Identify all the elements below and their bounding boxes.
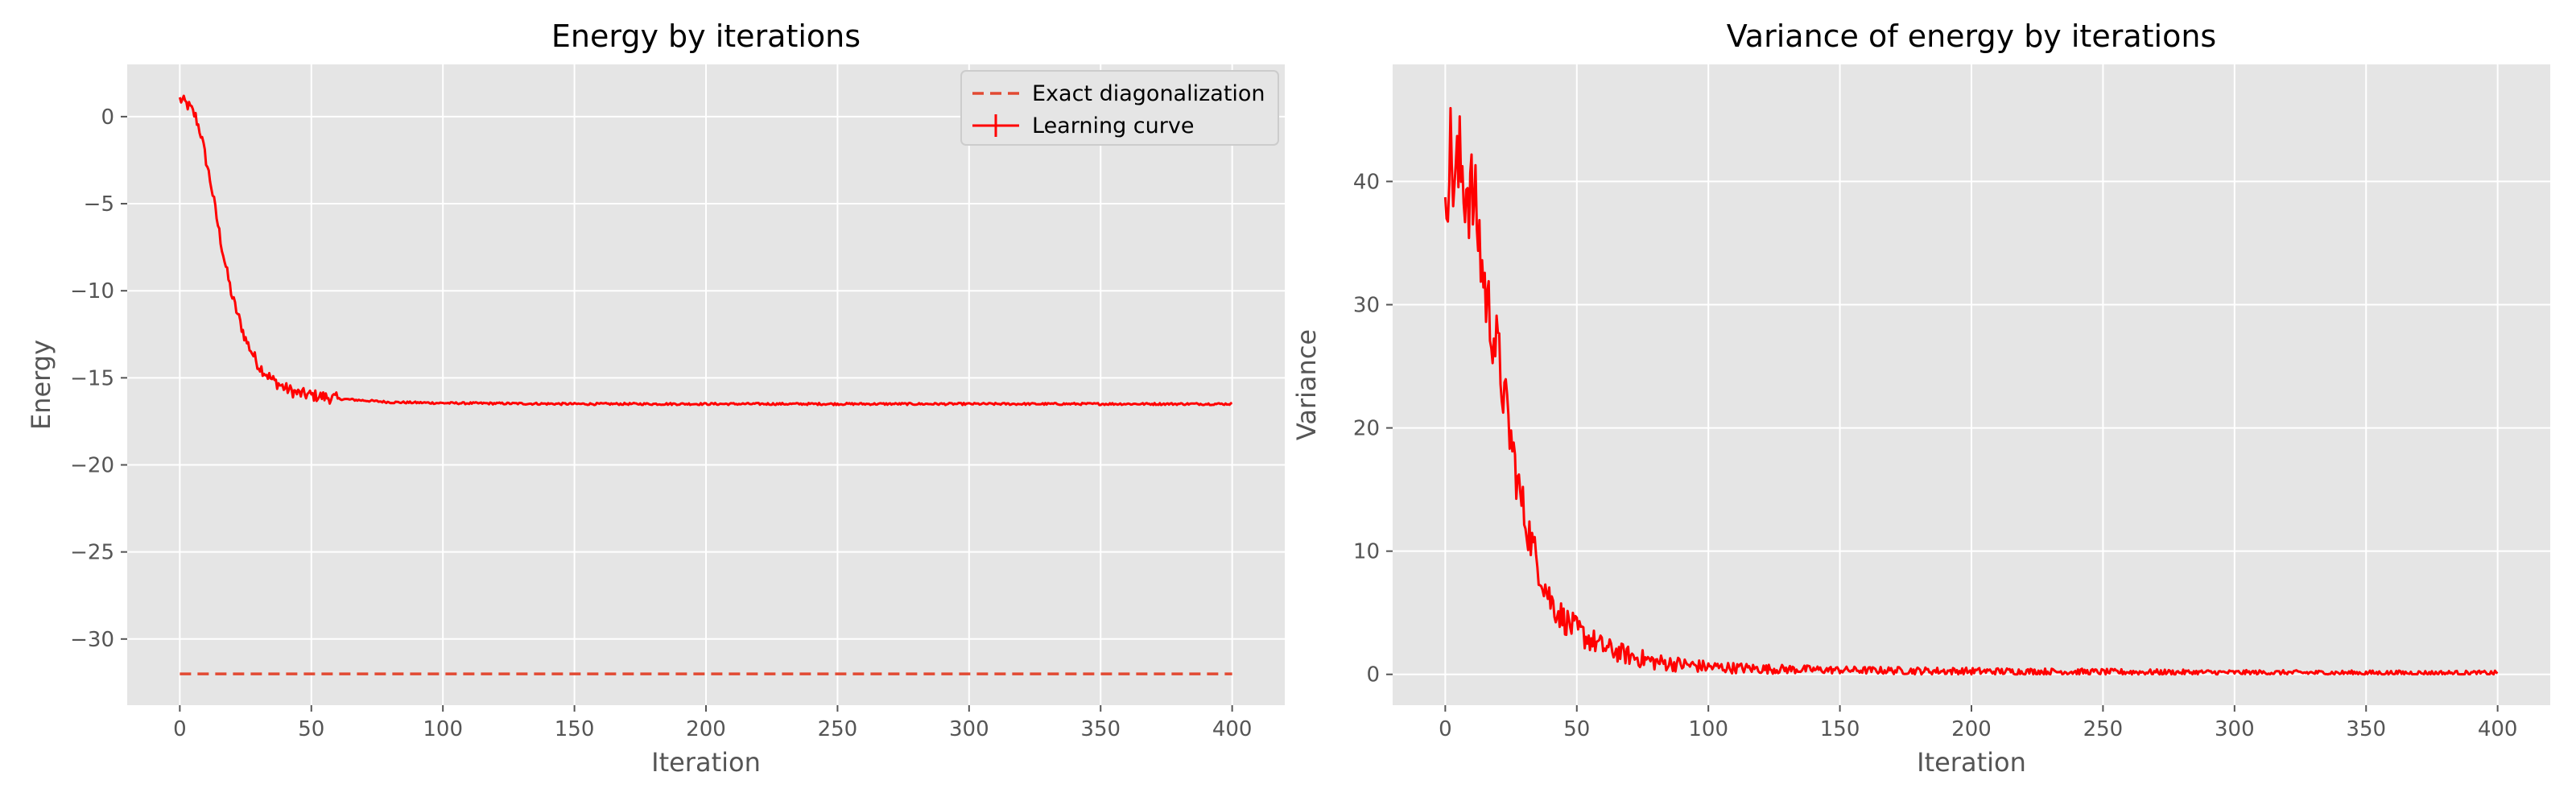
x-tick-label: 200 <box>686 717 726 741</box>
y-tick-label: 30 <box>1353 294 1380 318</box>
x-tick-label: 300 <box>2215 717 2255 741</box>
legend: Exact diagonalization Learning curve <box>960 70 1279 146</box>
x-tick-label: 100 <box>423 717 463 741</box>
y-tick-label: 0 <box>1366 663 1380 687</box>
y-tick-label: 20 <box>1353 417 1380 441</box>
x-tick-label: 0 <box>1439 717 1452 741</box>
series-layer <box>178 94 1232 675</box>
x-tick-label: 400 <box>1212 717 1253 741</box>
chart-title: Energy by iterations <box>551 19 861 54</box>
variance-line <box>1443 106 2499 676</box>
y-axis-label: Variance <box>1291 329 1322 440</box>
legend-label-learning: Learning curve <box>1032 114 1194 138</box>
grid <box>1393 64 2550 705</box>
x-axis-label: Iteration <box>1917 747 2026 778</box>
y-tick-label: −30 <box>70 628 114 652</box>
y-tick-label: −25 <box>70 541 114 565</box>
y-tick-label: 0 <box>101 105 114 130</box>
ticks: 0 50 100 150 200 250 300 350 400 0 10 20 30 40 <box>1353 170 2518 741</box>
y-tick-label: 40 <box>1353 170 1380 194</box>
legend-box <box>960 70 1279 146</box>
x-tick-label: 350 <box>1080 717 1121 741</box>
ticks: 0 50 100 150 200 250 300 350 400 0 −5 −10 −15 −20 −25 −… <box>70 105 1252 741</box>
legend-label-exact: Exact diagonalization <box>1032 81 1265 106</box>
x-tick-label: 250 <box>818 717 858 741</box>
energy-chart: 0 50 100 150 200 250 300 350 400 0 −5 −10 −15 −20 −25 −… <box>26 19 1285 778</box>
learning-curve-line <box>178 94 1232 407</box>
x-tick-label: 50 <box>298 717 324 741</box>
chart-title: Variance of energy by iterations <box>1727 19 2216 54</box>
x-tick-label: 150 <box>1820 717 1860 741</box>
y-tick-label: 10 <box>1353 540 1380 564</box>
x-tick-label: 350 <box>2346 717 2386 741</box>
y-tick-label: −15 <box>70 366 114 390</box>
x-tick-label: 0 <box>173 717 187 741</box>
x-tick-label: 150 <box>555 717 595 741</box>
x-tick-label: 300 <box>949 717 989 741</box>
x-tick-label: 250 <box>2083 717 2124 741</box>
y-tick-label: −5 <box>84 192 114 217</box>
y-tick-label: −20 <box>70 454 114 478</box>
x-axis-label: Iteration <box>651 747 761 778</box>
x-tick-label: 50 <box>1563 717 1590 741</box>
x-tick-label: 100 <box>1688 717 1728 741</box>
y-tick-label: −10 <box>70 279 114 303</box>
x-tick-label: 400 <box>2478 717 2518 741</box>
y-axis-label: Energy <box>26 340 56 430</box>
variance-chart: 0 50 100 150 200 250 300 350 400 0 10 20 30 40 Varian… <box>1291 19 2550 778</box>
series-layer <box>1443 106 2499 676</box>
x-tick-label: 200 <box>1951 717 1992 741</box>
